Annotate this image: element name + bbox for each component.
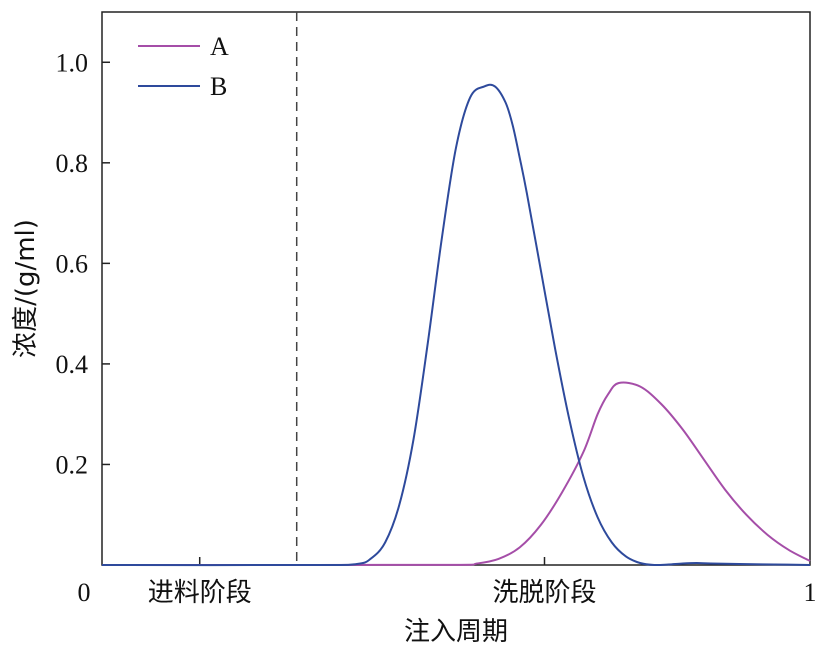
phase-label: 进料阶段 xyxy=(148,578,252,608)
series-line-b xyxy=(101,83,811,567)
y-tick-label: 1.0 xyxy=(56,48,89,77)
y-tick-label: 0.2 xyxy=(56,450,89,479)
series-line-a xyxy=(101,381,811,567)
y-tick-label: 0.8 xyxy=(56,149,89,178)
plot-border xyxy=(101,11,811,566)
x-tick-label: 1 xyxy=(804,578,817,607)
legend-label: A xyxy=(210,32,229,61)
phase-label: 洗脱阶段 xyxy=(492,578,596,608)
axis-ticks xyxy=(102,61,546,565)
plot-frame xyxy=(101,11,811,566)
phase-labels: 进料阶段 洗脱阶段 xyxy=(148,578,597,608)
y-tick-label: 0.6 xyxy=(56,249,89,278)
x-tick-label: 0 xyxy=(78,578,91,607)
series-lines xyxy=(101,83,811,567)
legend-label: B xyxy=(210,72,227,101)
y-tick-label: 0.4 xyxy=(56,350,89,379)
legend: AB xyxy=(138,32,229,101)
y-axis-label: 浓度/(g/ml) xyxy=(11,219,41,358)
x-axis-label: 注入周期 xyxy=(404,617,508,647)
axis-tick-labels: 0.2 0.4 0.6 0.8 1.0 0 1 xyxy=(56,48,817,607)
